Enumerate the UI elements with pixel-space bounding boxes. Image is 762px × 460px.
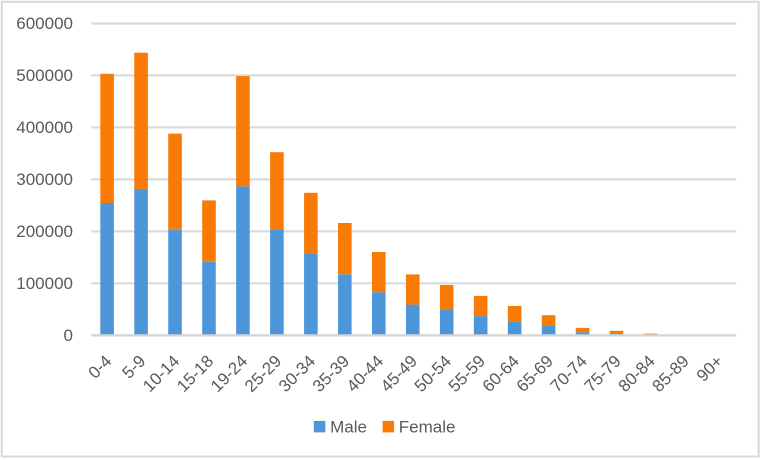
svg-text:200000: 200000 [16, 222, 73, 241]
svg-text:100000: 100000 [16, 274, 73, 293]
svg-text:0: 0 [64, 326, 73, 345]
svg-text:500000: 500000 [16, 66, 73, 85]
svg-text:Female: Female [399, 418, 456, 437]
svg-text:600000: 600000 [16, 14, 73, 33]
svg-text:400000: 400000 [16, 118, 73, 137]
svg-text:300000: 300000 [16, 170, 73, 189]
svg-text:Male: Male [330, 418, 367, 437]
